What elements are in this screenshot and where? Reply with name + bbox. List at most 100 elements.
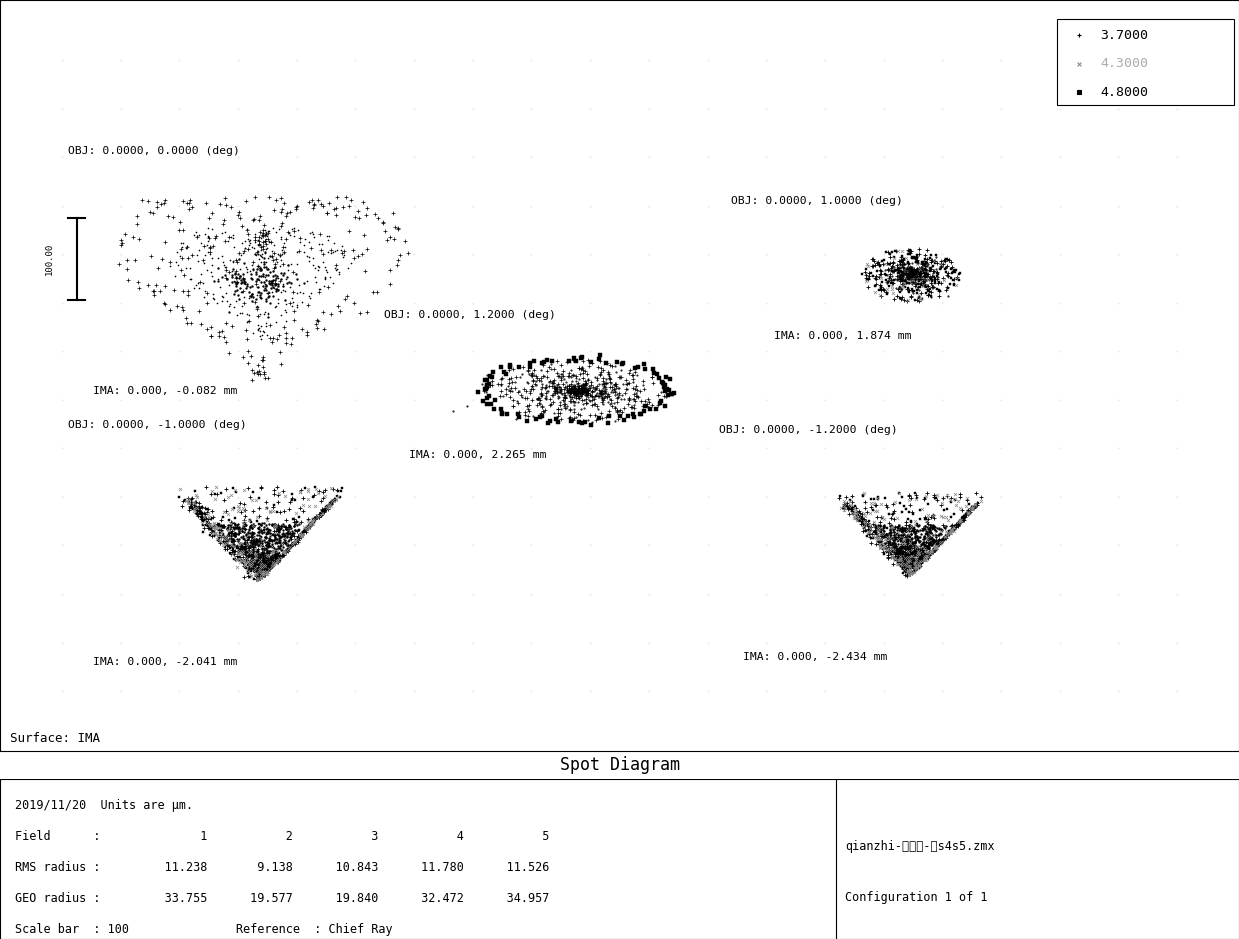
Point	[250, 564, 270, 579]
Point	[247, 562, 266, 577]
Point	[849, 503, 869, 518]
Point	[275, 532, 295, 547]
Point	[904, 556, 924, 571]
Point	[535, 391, 555, 406]
Point	[259, 555, 279, 570]
Point	[197, 501, 217, 516]
Point	[912, 550, 932, 565]
Point	[917, 278, 937, 293]
Point	[281, 538, 301, 553]
Point	[300, 517, 320, 532]
Point	[904, 551, 924, 566]
Point	[584, 379, 603, 394]
Point	[307, 511, 327, 526]
Point	[284, 313, 304, 328]
Point	[559, 410, 579, 425]
Point	[323, 275, 343, 290]
Point	[840, 493, 860, 508]
Point	[211, 518, 230, 533]
Point	[190, 504, 209, 519]
Point	[202, 525, 222, 540]
Point	[1109, 344, 1129, 359]
Point	[477, 379, 497, 394]
Point	[213, 217, 233, 232]
Point	[532, 379, 551, 394]
Point	[273, 527, 292, 542]
Point	[191, 267, 211, 282]
Point	[698, 344, 717, 359]
Point	[901, 266, 921, 281]
Point	[287, 534, 307, 549]
Point	[912, 254, 932, 269]
Point	[929, 528, 949, 543]
Point	[284, 535, 304, 550]
Point	[911, 265, 930, 280]
Point	[305, 511, 325, 526]
Point	[574, 379, 593, 394]
Point	[587, 385, 607, 400]
Point	[232, 555, 252, 570]
Point	[52, 101, 72, 116]
Point	[563, 413, 582, 428]
Point	[654, 379, 674, 394]
Point	[870, 518, 890, 533]
Point	[268, 283, 287, 298]
Point	[901, 259, 921, 274]
Point	[933, 53, 953, 68]
Point	[245, 294, 265, 309]
Point	[580, 101, 600, 116]
Point	[242, 362, 261, 377]
Point	[274, 518, 294, 533]
Point	[181, 500, 201, 516]
Point	[869, 520, 888, 535]
Point	[887, 257, 907, 272]
Point	[217, 529, 237, 544]
Point	[855, 513, 875, 528]
Point	[155, 234, 175, 249]
Point	[238, 537, 258, 552]
Point	[902, 534, 922, 549]
Point	[564, 405, 584, 420]
Point	[250, 552, 270, 567]
Point	[901, 269, 921, 284]
Point	[885, 512, 904, 527]
Point	[566, 383, 586, 398]
Point	[280, 526, 300, 541]
Point	[278, 543, 297, 558]
Point	[286, 149, 306, 164]
Point	[901, 540, 921, 555]
Point	[217, 520, 237, 535]
Point	[291, 529, 311, 544]
Point	[228, 533, 248, 548]
Point	[869, 256, 888, 271]
Point	[893, 265, 913, 280]
Point	[248, 546, 268, 562]
Point	[273, 518, 292, 533]
Point	[187, 500, 207, 516]
Point	[904, 263, 924, 278]
Point	[912, 547, 932, 562]
Point	[901, 538, 921, 553]
Point	[934, 272, 954, 287]
Point	[618, 396, 638, 411]
Point	[404, 247, 424, 262]
Point	[953, 510, 973, 525]
Point	[375, 223, 395, 239]
Point	[305, 479, 325, 494]
Point	[390, 247, 410, 262]
Point	[856, 270, 876, 285]
Point	[247, 533, 266, 548]
Point	[201, 265, 221, 280]
Point	[929, 536, 949, 551]
Point	[261, 536, 281, 551]
Point	[248, 561, 268, 576]
Point	[903, 536, 923, 551]
Point	[278, 257, 297, 272]
Point	[919, 547, 939, 562]
Point	[949, 267, 969, 282]
Point	[273, 242, 292, 257]
Point	[881, 276, 901, 291]
Point	[522, 378, 541, 393]
Point	[225, 544, 245, 559]
Point	[240, 532, 260, 547]
